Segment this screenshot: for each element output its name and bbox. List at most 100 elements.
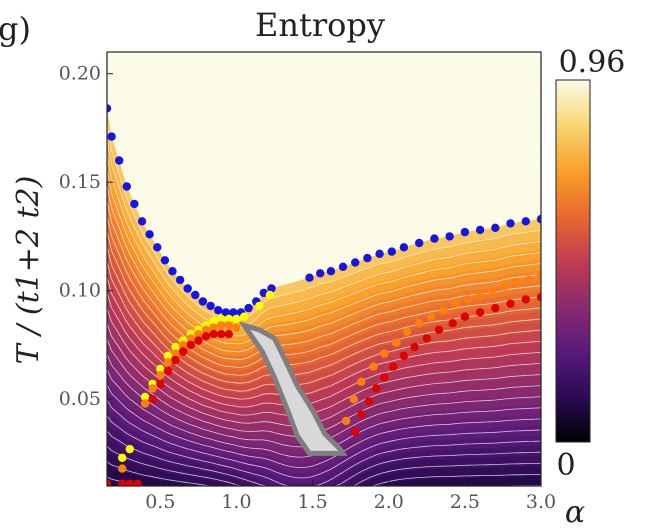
yellow-point xyxy=(156,364,165,373)
red-point xyxy=(357,410,366,419)
blue-point xyxy=(267,284,276,293)
contour-line xyxy=(107,123,541,321)
y-tick-label: 0.10 xyxy=(59,280,101,302)
blue-point xyxy=(206,301,215,311)
y-tick-label: 0.20 xyxy=(59,63,101,85)
red-point xyxy=(133,479,142,486)
blue-point xyxy=(305,273,314,282)
orange-point xyxy=(439,306,448,315)
blue-point xyxy=(491,223,500,232)
orange-point xyxy=(427,312,436,321)
yellow-point xyxy=(171,342,180,352)
blue-point xyxy=(387,247,396,256)
red-point xyxy=(389,362,398,371)
orange-point xyxy=(488,286,497,295)
yellow-point xyxy=(118,453,127,462)
red-point xyxy=(201,332,211,341)
red-point xyxy=(171,355,180,365)
plot-area xyxy=(107,52,541,486)
orange-point xyxy=(475,290,485,300)
data-points xyxy=(107,104,541,486)
blue-point xyxy=(326,267,336,276)
y-axis-ticks: 0.05 0.10 0.15 0.20 xyxy=(59,63,113,410)
blue-point xyxy=(475,225,485,235)
blue-point xyxy=(351,258,360,267)
orange-point xyxy=(451,299,460,308)
colorbar xyxy=(555,79,591,443)
blue-point xyxy=(130,199,139,209)
colorbar-max-label: 0.96 xyxy=(559,45,626,80)
blue-point xyxy=(183,284,192,293)
yellow-point xyxy=(125,444,134,454)
contour-line xyxy=(107,185,541,353)
blue-point xyxy=(137,217,147,226)
orange-point xyxy=(349,395,358,404)
red-point xyxy=(156,379,165,389)
red-point xyxy=(475,308,485,317)
red-point xyxy=(178,347,188,356)
orange-point xyxy=(217,321,226,330)
contour-line xyxy=(107,154,541,337)
blue-point xyxy=(244,303,253,313)
blue-point xyxy=(375,249,384,258)
blue-point xyxy=(521,217,530,226)
blue-point xyxy=(415,238,424,248)
yellow-point xyxy=(255,301,264,311)
orange-point xyxy=(392,338,401,347)
blue-point xyxy=(214,306,223,315)
orange-point xyxy=(402,327,412,337)
blue-point xyxy=(107,104,112,113)
contour-line xyxy=(107,415,541,486)
red-point xyxy=(364,397,374,406)
y-tick-label: 0.05 xyxy=(59,388,101,410)
orange-point xyxy=(201,325,211,334)
blue-point xyxy=(107,132,116,141)
plot-frame xyxy=(106,51,542,487)
red-point xyxy=(422,334,431,343)
red-point xyxy=(118,479,127,486)
orange-point xyxy=(341,416,351,426)
red-point xyxy=(194,336,203,345)
yellow-point xyxy=(163,351,173,360)
orange-point xyxy=(512,277,521,287)
red-point xyxy=(209,329,218,339)
x-axis-label: α xyxy=(565,495,585,530)
orange-point xyxy=(148,384,157,393)
orange-point xyxy=(463,295,473,304)
yellow-point xyxy=(140,392,150,402)
yellow-point xyxy=(239,312,249,321)
x-tick-label: 3.0 xyxy=(526,491,556,513)
blue-point xyxy=(160,256,170,265)
red-point xyxy=(399,351,409,360)
blue-point xyxy=(122,182,131,191)
orange-point xyxy=(536,271,541,280)
red-point xyxy=(521,295,530,304)
y-axis-label: T / (t1+2 t2) xyxy=(11,176,46,365)
blue-point xyxy=(316,269,325,278)
colorbar-min-label: 0 xyxy=(556,448,575,483)
x-tick-label: 1.5 xyxy=(297,491,327,513)
ordered-phase-region xyxy=(238,321,348,456)
x-tick-label: 1.0 xyxy=(221,491,251,513)
entropy-bands xyxy=(107,108,541,486)
orange-point xyxy=(224,321,233,330)
contour-line xyxy=(107,292,541,408)
blue-point xyxy=(399,243,409,252)
blue-point xyxy=(168,267,177,276)
orange-point xyxy=(194,329,203,339)
red-point xyxy=(410,342,419,352)
red-point xyxy=(380,373,389,382)
blue-point xyxy=(221,308,230,317)
panel-label: g) xyxy=(0,10,31,48)
orange-point xyxy=(209,323,218,332)
x-tick-label: 0.5 xyxy=(145,491,175,513)
red-point xyxy=(506,299,515,308)
red-point xyxy=(448,319,457,328)
chart-title: Entropy xyxy=(255,6,385,44)
blue-point xyxy=(115,156,124,165)
orange-point xyxy=(178,340,188,350)
blue-point xyxy=(536,214,541,224)
blue-point xyxy=(430,234,439,243)
blue-point xyxy=(145,230,154,239)
blue-point xyxy=(153,243,162,252)
